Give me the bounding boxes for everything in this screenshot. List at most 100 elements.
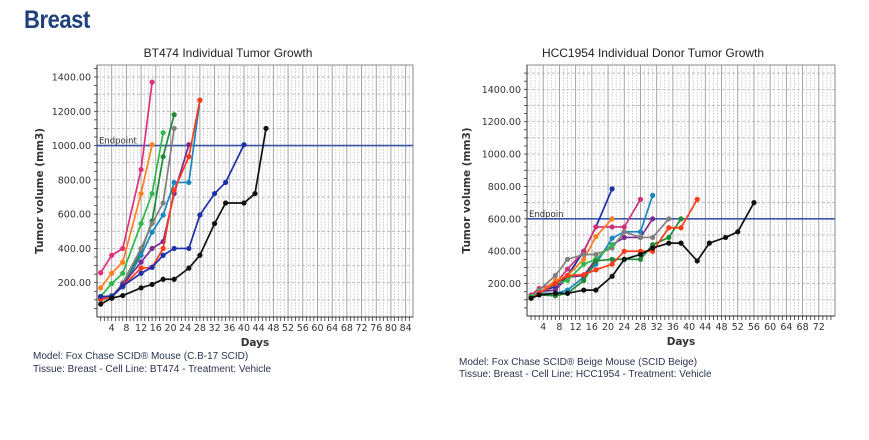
data-point xyxy=(149,264,155,270)
data-point xyxy=(211,220,218,227)
x-tick-label: 56 xyxy=(297,323,309,334)
y-tick-label: 200.00 xyxy=(58,278,91,289)
x-tick-label: 44 xyxy=(699,322,711,333)
data-point xyxy=(637,234,644,241)
y-tick-label: 800.00 xyxy=(488,182,521,193)
data-point xyxy=(564,256,571,262)
data-point xyxy=(149,281,155,288)
endpoint-label: Endpoint xyxy=(99,137,137,147)
data-point xyxy=(138,270,144,276)
data-point xyxy=(160,212,166,218)
data-point xyxy=(609,186,615,192)
data-point xyxy=(564,277,571,283)
y-tick-label: 1000.00 xyxy=(482,150,521,161)
data-point xyxy=(593,287,599,293)
x-tick-label: 16 xyxy=(150,323,162,334)
data-point xyxy=(120,259,126,265)
data-point xyxy=(149,190,155,197)
data-point xyxy=(149,220,155,227)
data-point xyxy=(536,292,542,298)
x-tick-label: 76 xyxy=(370,323,382,334)
data-point xyxy=(706,240,712,246)
data-point xyxy=(120,292,126,299)
data-point xyxy=(138,245,144,252)
x-tick-label: 64 xyxy=(326,323,338,334)
x-tick-label: 56 xyxy=(748,322,760,333)
data-point xyxy=(149,229,155,235)
data-point xyxy=(722,234,729,241)
y-tick-label: 1200.00 xyxy=(52,107,91,118)
data-point xyxy=(609,256,615,262)
data-point xyxy=(138,285,144,291)
data-point xyxy=(186,179,192,186)
data-point xyxy=(197,252,203,258)
data-point xyxy=(98,270,104,276)
x-axis-label: Days xyxy=(667,336,696,348)
endpoint-label: Endpoin xyxy=(529,210,564,220)
chart-2-footnote-model: Model: Fox Chase SCID® Beige Mouse (SCID… xyxy=(459,357,698,368)
y-tick-label: 1400.00 xyxy=(482,85,521,96)
data-point xyxy=(138,190,144,197)
series-line xyxy=(100,132,164,297)
x-tick-label: 28 xyxy=(194,323,206,334)
data-point xyxy=(160,245,166,252)
data-point xyxy=(223,179,229,186)
chart-1-footnote-tissue: Tissue: Breast - Cell Line: BT474 - Trea… xyxy=(33,364,272,375)
x-tick-label: 28 xyxy=(634,322,646,333)
series-2 xyxy=(98,142,155,291)
x-tick-label: 40 xyxy=(238,323,250,334)
data-point xyxy=(609,224,615,230)
x-tick-label: 52 xyxy=(282,323,294,334)
data-point xyxy=(552,281,558,287)
data-point xyxy=(581,256,587,262)
data-point xyxy=(171,187,177,193)
x-tick-label: 32 xyxy=(651,322,663,333)
data-point xyxy=(621,234,627,241)
series-10 xyxy=(528,200,757,301)
x-tick-label: 20 xyxy=(602,322,614,333)
x-tick-label: 20 xyxy=(164,323,176,334)
data-point xyxy=(252,190,258,197)
x-tick-label: 16 xyxy=(586,322,598,333)
data-point xyxy=(211,190,218,197)
data-point xyxy=(564,266,571,272)
data-point xyxy=(160,154,166,160)
data-point xyxy=(241,142,247,148)
data-point xyxy=(138,259,144,265)
data-point xyxy=(609,235,615,241)
y-axis-label: Tumor volume (mm3) xyxy=(34,128,46,254)
data-point xyxy=(241,200,247,206)
x-tick-label: 8 xyxy=(123,323,129,334)
data-point xyxy=(564,272,571,279)
data-point xyxy=(581,277,587,283)
series-line xyxy=(530,218,654,298)
series-line xyxy=(100,128,267,305)
data-point xyxy=(120,283,126,289)
x-axis-label: Days xyxy=(241,337,270,349)
data-point xyxy=(564,290,571,296)
x-tick-label: 84 xyxy=(400,323,412,334)
data-point xyxy=(621,229,627,235)
data-point xyxy=(186,265,192,271)
data-point xyxy=(593,224,599,230)
chart-title: BT474 Individual Tumor Growth xyxy=(144,46,313,60)
data-point xyxy=(138,265,144,271)
x-tick-label: 4 xyxy=(109,323,115,334)
data-point xyxy=(735,229,741,235)
data-point xyxy=(160,252,166,258)
data-point xyxy=(98,285,104,291)
x-tick-label: 24 xyxy=(179,323,191,334)
data-point xyxy=(98,293,104,300)
data-point xyxy=(528,295,534,301)
data-point xyxy=(593,234,599,240)
y-tick-label: 600.00 xyxy=(58,210,91,221)
y-tick-label: 400.00 xyxy=(58,244,91,255)
data-point xyxy=(609,273,615,279)
data-point xyxy=(637,229,644,235)
data-point xyxy=(160,200,166,206)
y-tick-label: 1400.00 xyxy=(52,73,91,84)
series-10 xyxy=(98,125,269,307)
